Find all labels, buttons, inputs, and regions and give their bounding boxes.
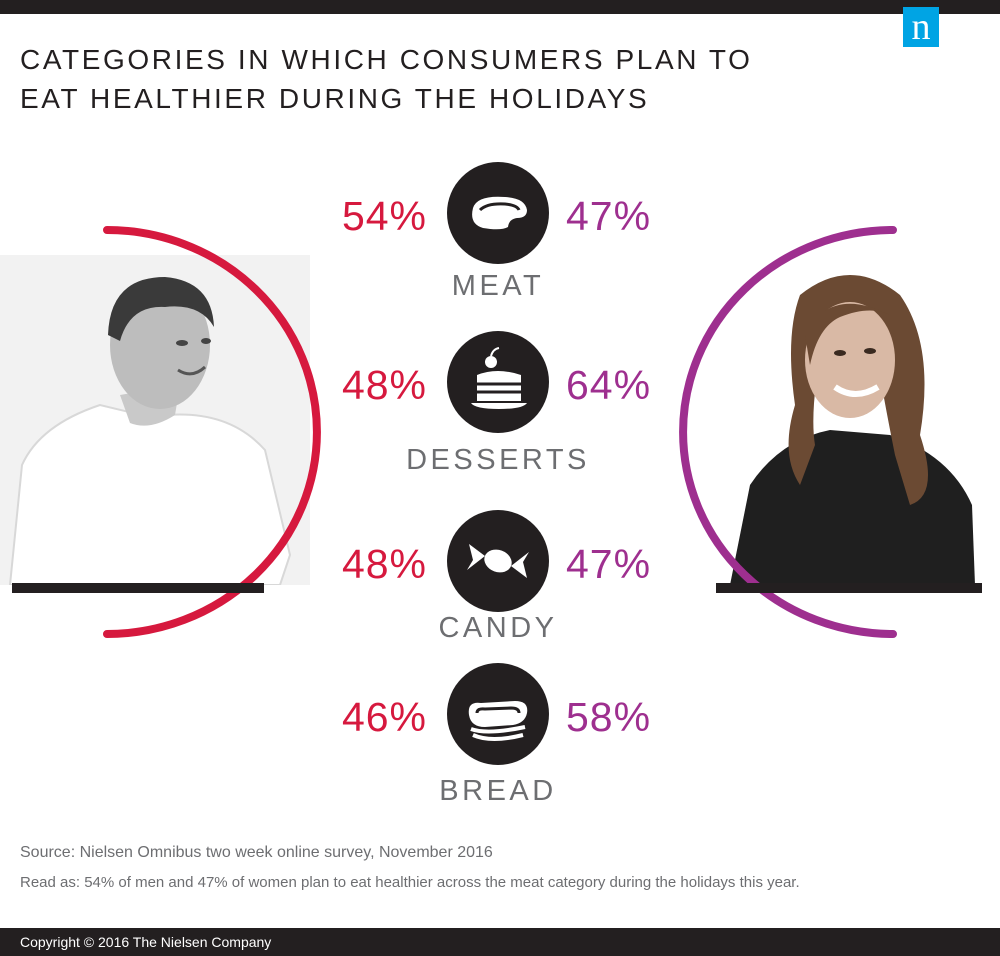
candy-women-value: 47% [566,541,652,587]
footer-bar: Copyright © 2016 The Nielsen Company [0,928,1000,956]
men-arc [103,226,321,638]
cake-slice-icon [471,347,527,409]
steak-icon [472,196,527,230]
bread-women-value: 58% [566,694,652,740]
meat-women-value: 47% [566,193,652,239]
candy-men-value: 48% [341,541,427,587]
candy-label: CANDY [438,612,558,644]
desserts-icon-circle [447,331,549,433]
title-line-1: CATEGORIES IN WHICH CONSUMERS PLAN TO [20,44,753,75]
desserts-men-value: 48% [341,362,427,408]
men-stand [12,583,264,593]
title-line-2: EAT HEALTHIER DURING THE HOLIDAYS [20,83,650,114]
candy-icon-circle [447,510,549,612]
bread-icon-circle [447,663,549,765]
sandwich-icon [468,701,528,741]
copyright-text: Copyright © 2016 The Nielsen Company [20,934,272,950]
desserts-label: DESSERTS [406,444,590,476]
woman-photo [700,255,1000,585]
source-note: Source: Nielsen Omnibus two week online … [20,844,493,861]
meat-label: MEAT [451,270,545,302]
bread-label: BREAD [439,775,557,807]
candy-icon [467,544,529,578]
page-title: CATEGORIES IN WHICH CONSUMERS PLAN TO EA… [20,40,860,118]
nielsen-logo: n [903,7,939,47]
bread-men-value: 46% [341,694,427,740]
meat-icon-circle [447,162,549,264]
desserts-women-value: 64% [566,362,652,408]
meat-men-value: 54% [341,193,427,239]
read-as-note: Read as: 54% of men and 47% of women pla… [20,874,800,891]
women-stand [716,583,982,593]
man-photo [0,255,310,585]
top-bar [0,0,1000,14]
women-arc [679,226,897,638]
